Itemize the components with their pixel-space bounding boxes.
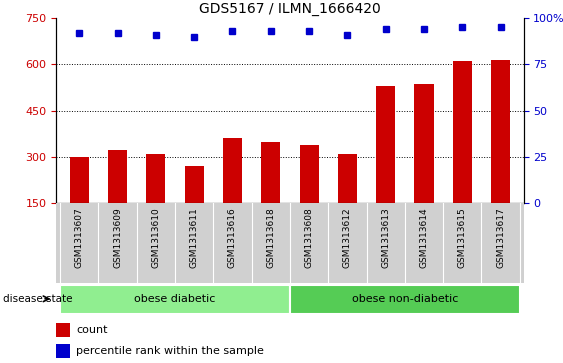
- Text: GSM1313615: GSM1313615: [458, 207, 467, 268]
- Title: GDS5167 / ILMN_1666420: GDS5167 / ILMN_1666420: [199, 2, 381, 16]
- Bar: [453, 61, 472, 203]
- Bar: [338, 154, 357, 203]
- Text: obese non-diabetic: obese non-diabetic: [352, 294, 458, 304]
- Bar: [491, 60, 510, 203]
- Text: GSM1313609: GSM1313609: [113, 207, 122, 268]
- Text: GSM1313613: GSM1313613: [381, 207, 390, 268]
- Bar: [60, 285, 290, 314]
- Text: GSM1313611: GSM1313611: [190, 207, 199, 268]
- Text: GSM1313608: GSM1313608: [305, 207, 314, 268]
- Bar: [290, 285, 520, 314]
- Bar: [108, 150, 127, 203]
- Bar: [261, 142, 280, 203]
- Text: GSM1313617: GSM1313617: [496, 207, 505, 268]
- Text: disease state: disease state: [3, 294, 72, 304]
- Bar: [56, 323, 70, 337]
- Text: GSM1313618: GSM1313618: [266, 207, 275, 268]
- Text: GSM1313612: GSM1313612: [343, 207, 352, 268]
- Bar: [70, 157, 89, 203]
- Text: obese diabetic: obese diabetic: [135, 294, 216, 304]
- Bar: [146, 154, 166, 203]
- Bar: [56, 203, 524, 283]
- Bar: [185, 166, 204, 203]
- Text: GSM1313616: GSM1313616: [228, 207, 237, 268]
- Bar: [414, 85, 434, 203]
- Text: count: count: [76, 325, 108, 335]
- Bar: [56, 344, 70, 358]
- Text: GSM1313610: GSM1313610: [151, 207, 160, 268]
- Bar: [223, 138, 242, 203]
- Text: GSM1313614: GSM1313614: [419, 207, 428, 268]
- Text: percentile rank within the sample: percentile rank within the sample: [76, 346, 264, 356]
- Bar: [376, 86, 395, 203]
- Bar: [300, 145, 319, 203]
- Text: GSM1313607: GSM1313607: [75, 207, 84, 268]
